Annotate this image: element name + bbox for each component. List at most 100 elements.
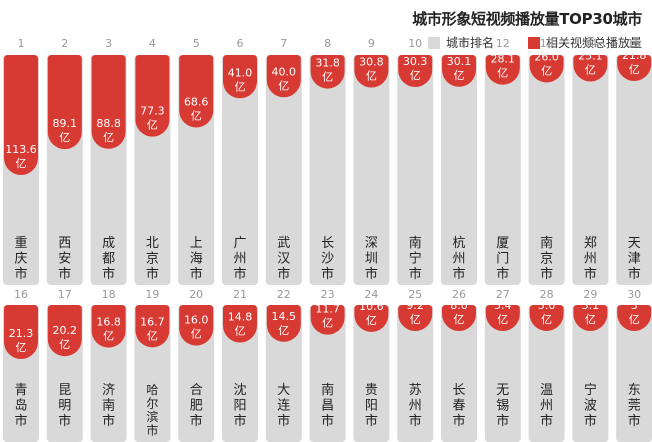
value-badge (573, 55, 608, 82)
rank-bar (616, 305, 652, 442)
unit-label: 亿 (629, 63, 640, 76)
rank-label: 27 (496, 288, 510, 301)
value-label: 88.8 (96, 117, 121, 130)
value-label: 8.0 (450, 299, 468, 312)
value-badge (4, 305, 38, 359)
rank-label: 14 (583, 37, 597, 50)
rank-bar (397, 55, 434, 285)
value-badge (310, 55, 345, 89)
city-label: 无锡市 (496, 383, 509, 429)
city-label: 郑州市 (584, 236, 597, 282)
value-label: 77.3 (140, 105, 165, 118)
city-label: 重庆市 (14, 235, 27, 282)
unit-label: 亿 (366, 314, 377, 327)
rank-label: 25 (408, 288, 422, 301)
city-label: 上海市 (190, 236, 203, 282)
unit-label: 亿 (59, 338, 70, 351)
value-badge (223, 55, 257, 99)
rank-label: 10 (408, 37, 422, 50)
rank-label: 13 (540, 37, 554, 50)
city-label: 大连市 (277, 383, 290, 429)
rank-bar (528, 55, 565, 285)
unit-label: 亿 (497, 313, 508, 326)
rank-label: 29 (583, 288, 597, 301)
city-label: 厦门市 (496, 236, 509, 282)
city-label: 广州市 (233, 236, 246, 282)
value-label: 30.1 (447, 55, 472, 68)
rank-label: 19 (145, 288, 159, 301)
value-badge (354, 305, 389, 332)
city-label: 东莞市 (628, 383, 641, 429)
legend-label-rank: 城市排名 (445, 36, 494, 50)
value-label: 21.8 (622, 49, 647, 62)
rank-bar (528, 305, 565, 442)
unit-label: 亿 (322, 317, 333, 330)
value-badge (529, 305, 564, 331)
unit-label: 亿 (322, 71, 333, 84)
value-label: 14.5 (272, 310, 297, 323)
rank-bar (484, 55, 521, 285)
value-badge (573, 305, 608, 331)
unit-label: 亿 (585, 313, 596, 326)
value-badge (398, 305, 433, 331)
rank-label: 3 (105, 37, 112, 50)
unit-label: 亿 (278, 79, 289, 92)
value-badge (485, 55, 520, 85)
city-label: 北京市 (146, 236, 159, 282)
city-label: 合肥市 (190, 383, 203, 429)
rank-bar (265, 55, 302, 285)
unit-label: 亿 (629, 313, 640, 326)
city-label: 深圳市 (365, 236, 378, 282)
legend-swatch-rank (427, 36, 440, 49)
rank-label: 22 (277, 288, 291, 301)
unit-label: 亿 (16, 341, 27, 354)
value-badge (398, 55, 433, 88)
value-badge (4, 55, 38, 175)
legend: 城市排名 相关视频总播放量 (427, 34, 642, 51)
value-label: 21.3 (9, 327, 34, 340)
rank-bar (265, 305, 302, 442)
unit-label: 亿 (103, 131, 114, 144)
unit-label: 亿 (366, 70, 377, 83)
value-label: 16.7 (140, 315, 165, 328)
unit-label: 亿 (585, 64, 596, 77)
value-badge (617, 55, 652, 81)
rank-label: 1 (18, 37, 25, 50)
value-label: 28.1 (491, 53, 516, 66)
unit-label: 亿 (410, 313, 421, 326)
value-badge (310, 305, 345, 335)
rank-label: 2 (61, 37, 68, 50)
city-label: 西安市 (58, 236, 71, 282)
rank-label: 18 (102, 288, 116, 301)
value-label: 16.0 (184, 314, 209, 327)
value-badge (135, 305, 170, 348)
city-label: 哈尔滨市 (146, 383, 158, 438)
city-label: 宁波市 (584, 382, 597, 429)
unit-label: 亿 (454, 69, 465, 82)
rank-bar (353, 55, 390, 285)
value-label: 113.6 (5, 143, 37, 156)
city-label: 温州市 (540, 383, 553, 429)
unit-label: 亿 (497, 67, 508, 80)
city-label: 成都市 (102, 236, 115, 282)
value-badge (266, 305, 301, 342)
rank-label: 8 (324, 37, 331, 50)
rank-bar (616, 55, 652, 285)
value-label: 10.6 (359, 300, 384, 313)
rank-label: 5 (193, 37, 200, 50)
city-label: 贵阳市 (365, 383, 378, 429)
rank-label: 12 (496, 37, 510, 50)
value-badge (179, 305, 214, 346)
